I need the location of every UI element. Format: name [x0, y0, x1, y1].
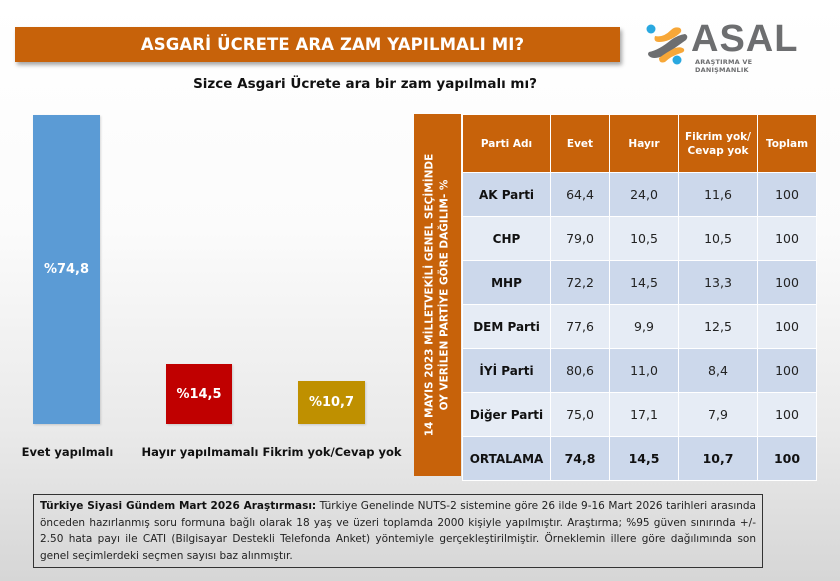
- cell-hayir: 24,0: [609, 172, 679, 217]
- cell-toplam: 100: [757, 260, 817, 305]
- table-row: MHP 72,2 14,5 13,3 100: [462, 260, 817, 305]
- cell-evet: 80,6: [550, 348, 610, 393]
- table-side-label: 14 MAYIS 2023 MİLLETVEKİLİ GENEL SEÇİMİN…: [414, 114, 461, 476]
- cell-hayir: 14,5: [609, 260, 679, 305]
- table-row-average: ORTALAMA 74,8 14,5 10,7 100: [462, 436, 817, 481]
- header-party: Parti Adı: [462, 114, 551, 173]
- logo-subtitle: ARAŞTIRMA VE DANIŞMANLIK: [695, 58, 753, 74]
- cell-toplam: 100: [757, 392, 817, 437]
- party-name: AK Parti: [462, 172, 551, 217]
- cell-fikrim-yok: 13,3: [678, 260, 758, 305]
- table-row: DEM Parti 77,6 9,9 12,5 100: [462, 304, 817, 349]
- party-name: İYİ Parti: [462, 348, 551, 393]
- party-breakdown-table: Parti Adı Evet Hayır Fikrim yok/ Cevap y…: [462, 114, 817, 481]
- table-row: İYİ Parti 80,6 11,0 8,4 100: [462, 348, 817, 393]
- party-name: MHP: [462, 260, 551, 305]
- table-header-row: Parti Adı Evet Hayır Fikrim yok/ Cevap y…: [462, 114, 817, 173]
- table-row: CHP 79,0 10,5 10,5 100: [462, 216, 817, 261]
- bar-value-label: %74,8: [43, 262, 90, 277]
- category-label: Evet yapılmalı: [21, 445, 114, 459]
- cell-fikrim-yok: 7,9: [678, 392, 758, 437]
- bar-value-label: %10,7: [308, 395, 355, 410]
- table-row: Diğer Parti 75,0 17,1 7,9 100: [462, 392, 817, 437]
- cell-fikrim-yok: 11,6: [678, 172, 758, 217]
- cell-evet: 75,0: [550, 392, 610, 437]
- party-name: Diğer Parti: [462, 392, 551, 437]
- chart-question: Sizce Asgari Ücrete ara bir zam yapılmal…: [193, 76, 537, 92]
- cell-evet: 74,8: [550, 436, 610, 481]
- bar-area: %74,8 %14,5 %10,7: [0, 100, 410, 424]
- logo: ASAL ARAŞTIRMA VE DANIŞMANLIK: [645, 18, 805, 74]
- cell-fikrim-yok: 12,5: [678, 304, 758, 349]
- cell-fikrim-yok: 10,7: [678, 436, 758, 481]
- methodology-note: Türkiye Siyasi Gündem Mart 2026 Araştırm…: [33, 494, 763, 568]
- note-text: Türkiye Genelinde NUTS-2 sistemine göre …: [40, 500, 756, 562]
- header-evet: Evet: [550, 114, 610, 173]
- cell-toplam: 100: [757, 172, 817, 217]
- cell-hayir: 11,0: [609, 348, 679, 393]
- side-label-line2: OY VERİLEN PARTİYE GÖRE DAĞILIM- %: [438, 179, 451, 411]
- party-name: ORTALAMA: [462, 436, 551, 481]
- category-label: Fikrim yok/Cevap yok: [262, 445, 402, 459]
- cell-evet: 64,4: [550, 172, 610, 217]
- category-label: Hayır yapılmamalı: [141, 445, 259, 459]
- header-toplam: Toplam: [757, 114, 817, 173]
- title-banner: ASGARİ ÜCRETE ARA ZAM YAPILMALI MI?: [15, 27, 620, 62]
- bar-chart: %74,8 %14,5 %10,7 Evet yapılmalı Hayır y…: [0, 100, 410, 470]
- note-title: Türkiye Siyasi Gündem Mart 2026 Araştırm…: [40, 500, 317, 512]
- header-fikrim-yok: Fikrim yok/ Cevap yok: [678, 114, 758, 173]
- cell-evet: 79,0: [550, 216, 610, 261]
- table-row: AK Parti 64,4 24,0 11,6 100: [462, 172, 817, 217]
- cell-evet: 72,2: [550, 260, 610, 305]
- bar-fikrim-yok: %10,7: [298, 381, 365, 424]
- party-name: DEM Parti: [462, 304, 551, 349]
- cell-hayir: 9,9: [609, 304, 679, 349]
- cell-toplam: 100: [757, 348, 817, 393]
- cell-toplam: 100: [757, 216, 817, 261]
- bar-evet: %74,8: [33, 115, 100, 424]
- cell-fikrim-yok: 10,5: [678, 216, 758, 261]
- side-label-line1: 14 MAYIS 2023 MİLLETVEKİLİ GENEL SEÇİMİN…: [423, 153, 436, 437]
- cell-toplam: 100: [757, 304, 817, 349]
- page-title: ASGARİ ÜCRETE ARA ZAM YAPILMALI MI?: [140, 35, 525, 54]
- cell-hayir: 17,1: [609, 392, 679, 437]
- logo-text: ASAL: [691, 18, 799, 60]
- bar-hayir: %14,5: [166, 364, 232, 424]
- cell-toplam: 100: [757, 436, 817, 481]
- bar-value-label: %14,5: [176, 386, 222, 402]
- cell-fikrim-yok: 8,4: [678, 348, 758, 393]
- party-name: CHP: [462, 216, 551, 261]
- cell-evet: 77,6: [550, 304, 610, 349]
- asal-logo-mark-icon: [646, 24, 688, 65]
- header-hayir: Hayır: [609, 114, 679, 173]
- cell-hayir: 14,5: [609, 436, 679, 481]
- cell-hayir: 10,5: [609, 216, 679, 261]
